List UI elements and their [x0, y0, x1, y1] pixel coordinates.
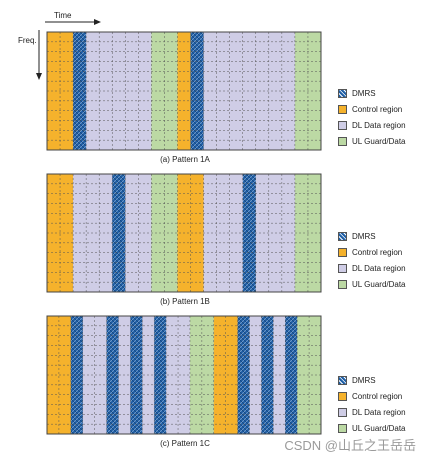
caption-pattern-1a: (a) Pattern 1A [160, 155, 210, 164]
control-swatch [338, 105, 347, 114]
legend-item-dl: DL Data region [338, 264, 406, 273]
dl-column [203, 32, 217, 150]
legend-item-ul: UL Guard/Data [338, 137, 406, 146]
grid-border [46, 173, 322, 293]
control-swatch [338, 248, 347, 257]
grid-border [46, 315, 322, 435]
legend-item-control: Control region [338, 105, 402, 114]
legend-item-dmrs: DMRS [338, 232, 376, 241]
ul-column [151, 174, 165, 292]
legend-item-dmrs: DMRS [338, 89, 376, 98]
freq-axis-label: Freq. [18, 36, 37, 45]
control-column [47, 32, 61, 150]
dmrs-swatch [338, 232, 347, 241]
legend-item-dmrs: DMRS [338, 376, 376, 385]
pattern-grid [46, 31, 322, 151]
legend-item-ul: UL Guard/Data [338, 280, 406, 289]
dl-column [203, 174, 217, 292]
caption-pattern-1c: (c) Pattern 1C [160, 439, 210, 448]
ul-swatch [338, 137, 347, 146]
dl-swatch [338, 264, 347, 273]
control-swatch [338, 392, 347, 401]
dmrs-swatch [338, 89, 347, 98]
freq-arrow [36, 30, 42, 80]
time-arrow [45, 19, 101, 25]
watermark: CSDN @山丘之王岳岳 [284, 438, 416, 453]
legend-item-control: Control region [338, 392, 402, 401]
ul-swatch [338, 280, 347, 289]
control-column [47, 174, 61, 292]
dl-swatch [338, 408, 347, 417]
dl-swatch [338, 121, 347, 130]
legend-item-control: Control region [338, 248, 402, 257]
dl-column [99, 32, 113, 150]
pattern-grid [46, 315, 322, 435]
legend-item-dl: DL Data region [338, 121, 406, 130]
grid-border [46, 31, 322, 151]
legend-item-ul: UL Guard/Data [338, 424, 406, 433]
legend-item-dl: DL Data region [338, 408, 406, 417]
dl-column [99, 174, 113, 292]
time-axis-label: Time [54, 11, 72, 20]
dmrs-swatch [338, 376, 347, 385]
ul-swatch [338, 424, 347, 433]
pattern-grid [46, 173, 322, 293]
ul-column [151, 32, 165, 150]
caption-pattern-1b: (b) Pattern 1B [160, 297, 210, 306]
